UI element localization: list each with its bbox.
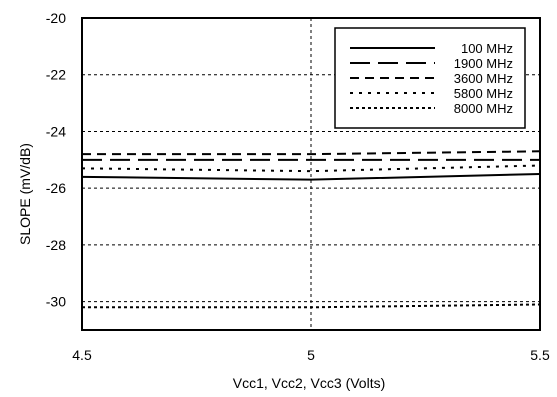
y-tick-label: -22 [46, 67, 66, 83]
y-tick-label: -20 [46, 10, 66, 26]
legend-label: 100 MHz [461, 41, 513, 56]
y-tick-label: -26 [46, 180, 66, 196]
y-tick-label: -28 [46, 237, 66, 253]
series-line [81, 173, 541, 181]
y-axis-label: SLOPE (mV/dB) [17, 143, 33, 245]
series-line [82, 303, 541, 309]
y-tick-label: -24 [46, 123, 66, 139]
plot-frame [81, 17, 541, 331]
legend-label: 1900 MHz [454, 56, 513, 71]
y-tick-label: -30 [46, 294, 66, 310]
x-tick-label: 5.5 [530, 347, 550, 363]
legend-label: 5800 MHz [454, 86, 513, 101]
y-tick-labels: -20 -22 -24 -26 -28 -30 [46, 10, 66, 310]
legend-label: 3600 MHz [454, 71, 513, 86]
x-axis-label: Vcc1, Vcc2, Vcc3 (Volts) [233, 375, 386, 391]
legend-label: 8000 MHz [454, 101, 513, 116]
x-tick-labels: 4.5 5 5.5 [72, 347, 550, 363]
series-lines [81, 150, 541, 309]
x-tick-label: 4.5 [72, 347, 92, 363]
series-line [82, 150, 541, 156]
x-tick-label: 5 [307, 347, 315, 363]
grid [82, 18, 540, 330]
